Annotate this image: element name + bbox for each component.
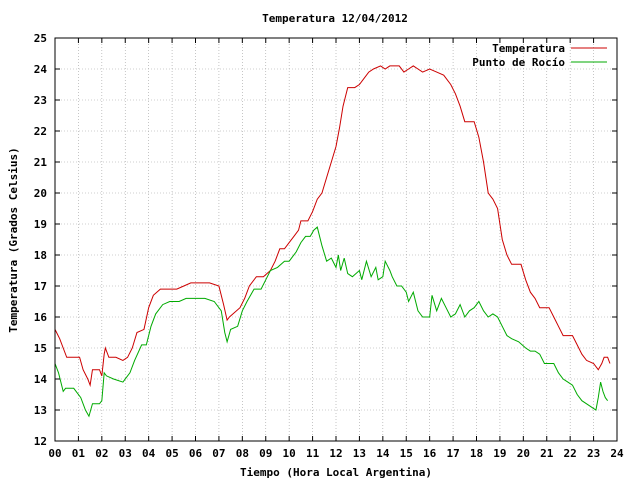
x-tick-label: 17	[446, 447, 459, 460]
x-tick-label: 09	[259, 447, 272, 460]
x-tick-label: 19	[493, 447, 506, 460]
x-tick-label: 01	[72, 447, 86, 460]
x-tick-label: 10	[283, 447, 296, 460]
y-tick-label: 20	[34, 187, 47, 200]
x-tick-label: 24	[610, 447, 624, 460]
y-tick-label: 22	[34, 125, 47, 138]
x-tick-label: 20	[517, 447, 530, 460]
y-tick-label: 24	[34, 63, 48, 76]
series-lines	[54, 65, 611, 418]
series-punto-de-rocio-line	[54, 226, 609, 418]
x-tick-label: 07	[212, 447, 225, 460]
y-tick-label: 23	[34, 94, 47, 107]
axis-ticks: 00 01 02 03 04 05 06 07 08 09 10 11 12 13 14 15 16 17 18 19…	[34, 32, 624, 460]
x-tick-label: 05	[165, 447, 178, 460]
x-tick-label: 00	[48, 447, 61, 460]
y-tick-label: 17	[34, 280, 47, 293]
x-tick-label: 13	[353, 447, 366, 460]
y-tick-label: 21	[34, 156, 48, 169]
x-tick-label: 12	[329, 447, 342, 460]
x-tick-label: 06	[189, 447, 203, 460]
grid	[55, 38, 617, 441]
y-tick-label: 18	[34, 249, 47, 262]
series-temperatura-line	[54, 65, 611, 388]
x-tick-label: 03	[119, 447, 132, 460]
x-tick-label: 11	[306, 447, 320, 460]
x-tick-label: 23	[587, 447, 600, 460]
x-tick-label: 02	[95, 447, 108, 460]
y-tick-label: 14	[34, 373, 48, 386]
y-tick-label: 16	[34, 311, 48, 324]
y-tick-label: 25	[34, 32, 47, 45]
y-axis-label: Temperatura (Grados Celsius)	[7, 147, 20, 332]
x-tick-label: 08	[236, 447, 249, 460]
x-tick-label: 14	[376, 447, 390, 460]
x-tick-label: 04	[142, 447, 156, 460]
legend-label-punto-de-rocio: Punto de Rocío	[472, 56, 565, 69]
y-tick-label: 19	[34, 218, 47, 231]
chart-title: Temperatura 12/04/2012	[262, 12, 408, 25]
x-tick-label: 22	[564, 447, 577, 460]
y-tick-label: 15	[34, 342, 47, 355]
y-tick-label: 12	[34, 435, 47, 448]
legend-label-temperatura: Temperatura	[492, 42, 565, 55]
x-tick-label: 21	[540, 447, 554, 460]
y-tick-label: 13	[34, 404, 47, 417]
x-axis-label: Tiempo (Hora Local Argentina)	[240, 466, 432, 479]
x-tick-label: 18	[470, 447, 483, 460]
x-tick-label: 16	[423, 447, 437, 460]
x-tick-label: 15	[400, 447, 413, 460]
